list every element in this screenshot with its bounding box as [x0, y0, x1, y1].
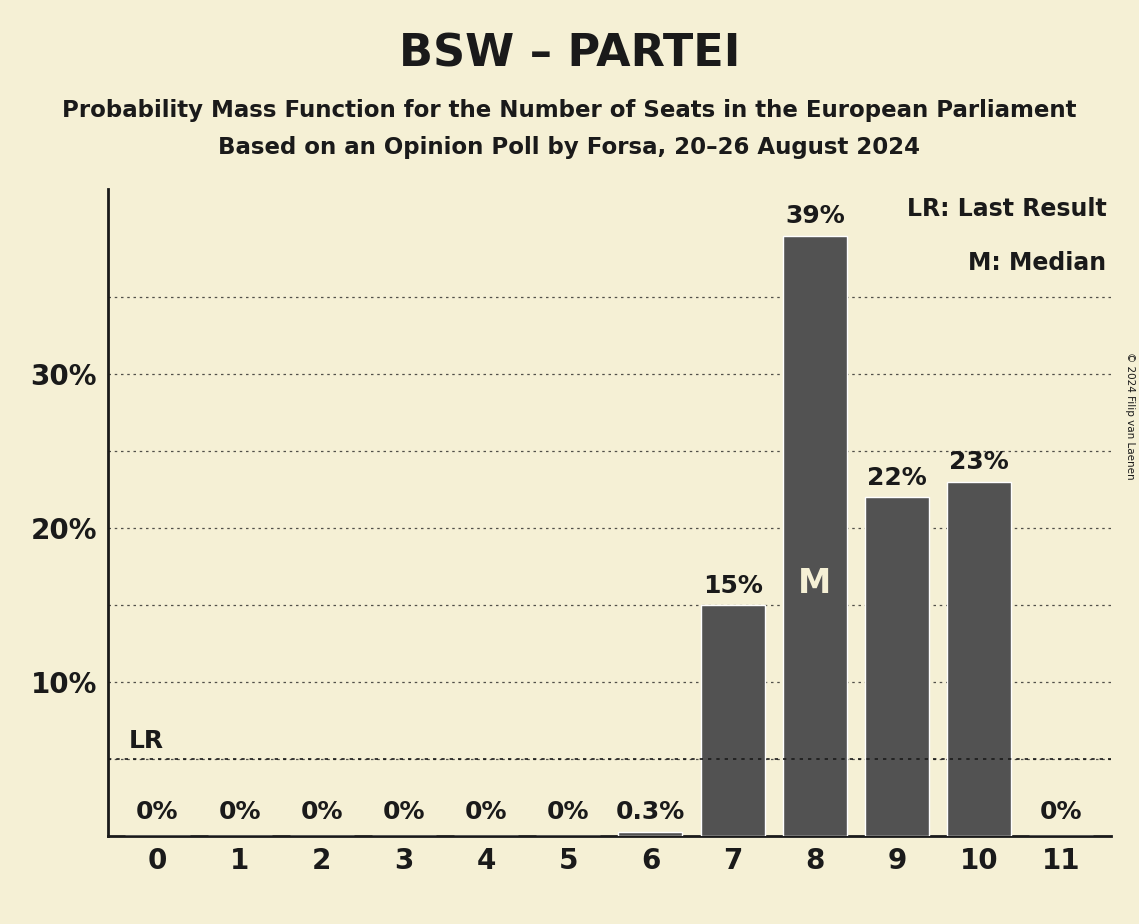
Text: LR: LR	[129, 729, 164, 753]
Text: BSW – PARTEI: BSW – PARTEI	[399, 32, 740, 76]
Text: 0%: 0%	[301, 800, 343, 824]
Text: 39%: 39%	[785, 204, 845, 228]
Text: 0%: 0%	[1040, 800, 1082, 824]
Bar	[700, 605, 764, 836]
Bar	[865, 497, 929, 836]
Text: M: M	[798, 567, 831, 601]
Text: 15%: 15%	[703, 574, 762, 598]
Text: Based on an Opinion Poll by Forsa, 20–26 August 2024: Based on an Opinion Poll by Forsa, 20–26…	[219, 136, 920, 159]
Bar	[947, 482, 1011, 836]
Bar	[782, 236, 846, 836]
Text: 22%: 22%	[867, 466, 927, 490]
Text: © 2024 Filip van Laenen: © 2024 Filip van Laenen	[1125, 352, 1134, 480]
Text: 0.3%: 0.3%	[616, 800, 685, 824]
Text: M: Median: M: Median	[968, 251, 1106, 275]
Text: 0%: 0%	[547, 800, 590, 824]
Text: 23%: 23%	[949, 450, 1009, 474]
Text: Probability Mass Function for the Number of Seats in the European Parliament: Probability Mass Function for the Number…	[63, 99, 1076, 122]
Bar	[618, 832, 682, 836]
Text: 0%: 0%	[137, 800, 179, 824]
Text: LR: Last Result: LR: Last Result	[907, 197, 1106, 221]
Text: 0%: 0%	[383, 800, 425, 824]
Text: 0%: 0%	[219, 800, 261, 824]
Text: 0%: 0%	[465, 800, 507, 824]
